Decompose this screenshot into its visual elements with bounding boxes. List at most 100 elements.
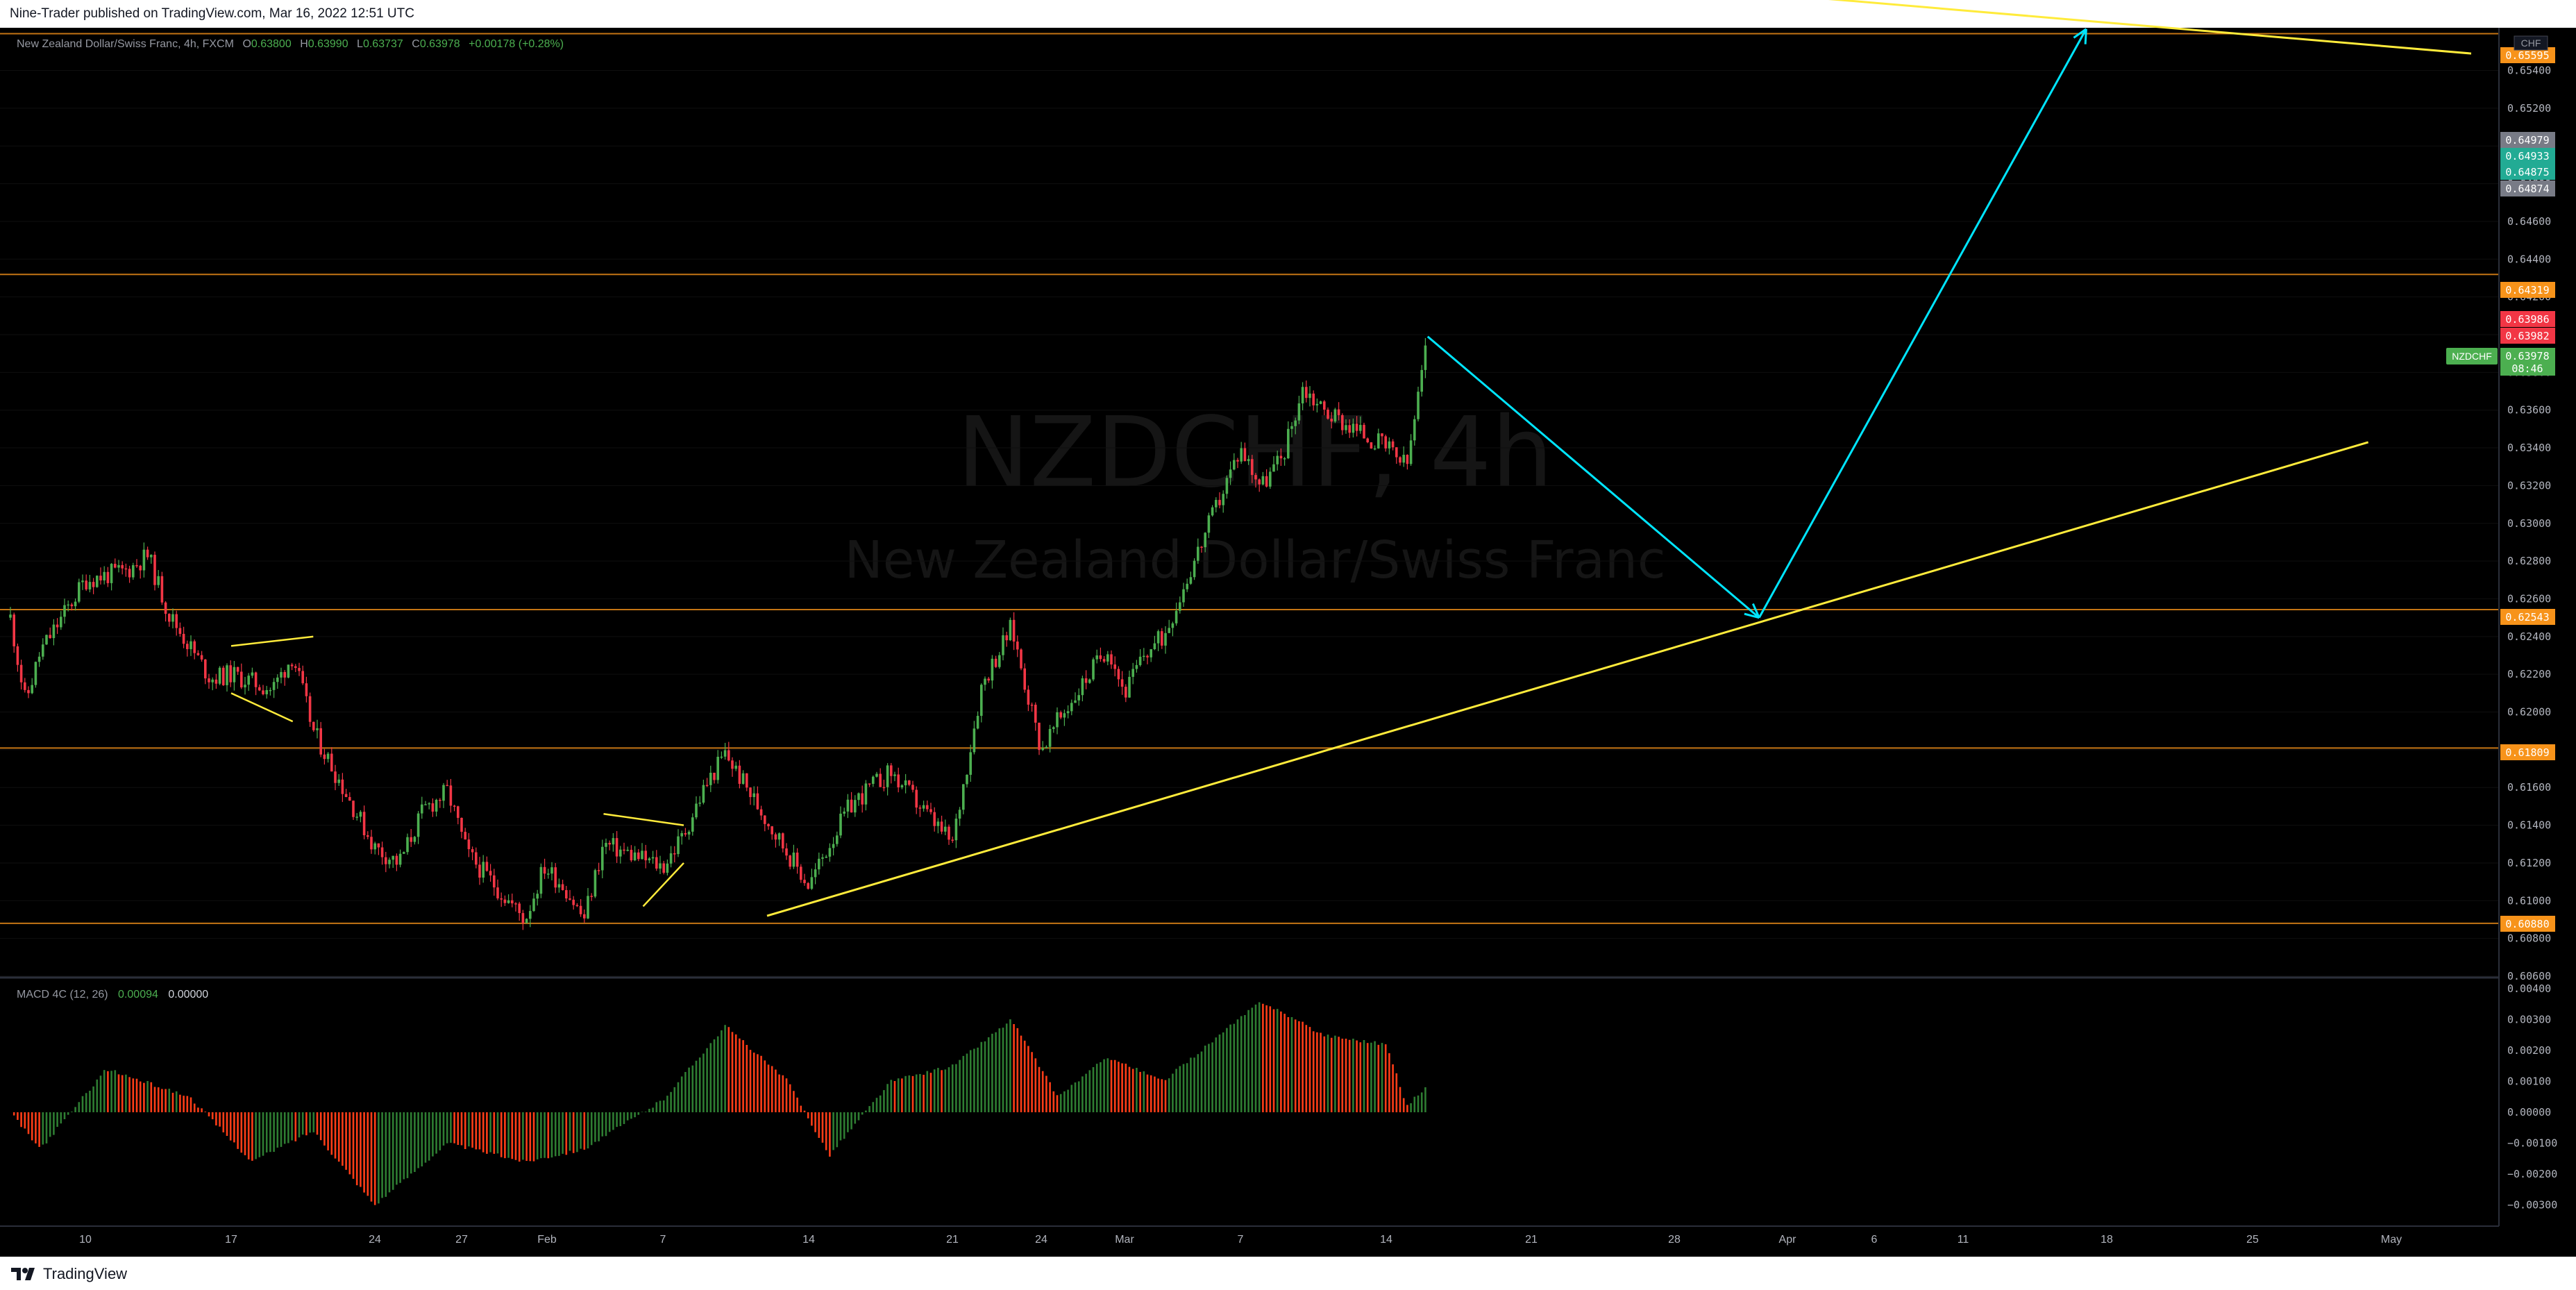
candle-body [561, 884, 564, 891]
candle-body [464, 832, 466, 840]
candle-body [298, 668, 301, 671]
candle-body [756, 793, 759, 810]
candle-body [424, 804, 427, 805]
candle-body [190, 641, 192, 649]
candle-body [1355, 424, 1358, 431]
candle-body [1420, 369, 1423, 392]
footer-brand[interactable]: TradingView [43, 1265, 128, 1282]
candle-body [590, 896, 593, 897]
time-tick-label: 24 [1035, 1234, 1047, 1246]
candle-body [1002, 635, 1004, 655]
candle-body [262, 690, 264, 694]
candle-body [1301, 387, 1304, 404]
tradingview-logo-icon[interactable] [11, 1266, 39, 1282]
candle-body [164, 602, 167, 614]
candle-body [247, 676, 250, 685]
candle-body [1222, 494, 1224, 505]
macd-legend[interactable]: MACD 4C (12, 26) 0.00094 0.00000 [17, 989, 208, 1000]
time-tick-label: 11 [1958, 1234, 1969, 1246]
candle-body [734, 765, 737, 769]
candle-body [807, 882, 809, 889]
candle-body [478, 864, 481, 878]
candle-body [1179, 602, 1181, 611]
candle-body [850, 799, 853, 813]
candle-body [1247, 459, 1250, 462]
candle-body [457, 806, 460, 818]
price-tick-label: 0.63200 [2507, 479, 2551, 492]
candle-body [940, 821, 943, 832]
candle-body [1135, 664, 1138, 669]
price-badge-label: 0.64979 [2505, 134, 2549, 146]
candle-body [623, 849, 625, 851]
candle-body [254, 672, 258, 687]
candle-body [633, 852, 637, 861]
candle-body [1084, 678, 1088, 683]
time-tick-label: 25 [2246, 1234, 2259, 1246]
candle-body [1117, 669, 1120, 680]
price-badge-label: 0.64319 [2505, 284, 2549, 296]
candle-body [460, 817, 463, 832]
time-axis[interactable]: 10 17 24 27 Feb 7 14 21 24 Mar 7 14 21 28 Apr 6 11 18 25 Ma… [79, 1234, 2402, 1246]
legend-change: +0.00178 (+0.28%) [469, 38, 564, 50]
candle-body [1333, 409, 1337, 422]
candle-body [175, 614, 178, 628]
candle-body [78, 582, 81, 602]
pattern-drawings[interactable] [230, 635, 684, 907]
candle-body [160, 576, 164, 603]
candle-body [803, 880, 806, 883]
candle-body [882, 787, 886, 789]
candle-body [626, 849, 629, 851]
candle-body [1041, 748, 1044, 751]
candle-body [132, 565, 135, 578]
candle-body [200, 655, 203, 660]
price-badge-label: 0.65595 [2505, 49, 2549, 62]
candle-body [904, 780, 907, 786]
candle-body [1413, 419, 1416, 441]
candle-body [705, 785, 709, 787]
candle-body [37, 656, 41, 662]
candle-body [442, 785, 445, 801]
candle-body [1240, 448, 1243, 462]
candle-body [99, 576, 102, 580]
price-tick-label: 0.61400 [2507, 819, 2551, 832]
symbol-legend[interactable]: New Zealand Dollar/Swiss Franc, 4h, FXCM… [17, 38, 564, 50]
legend-close-label: C [412, 38, 420, 50]
candle-body [583, 914, 586, 919]
candle-body [1052, 727, 1055, 729]
trendlines[interactable] [766, 0, 2472, 917]
candle-body [601, 846, 604, 871]
candle-body [1175, 610, 1178, 623]
time-tick-label: 21 [1525, 1234, 1538, 1246]
candle-body [727, 750, 730, 761]
candle-body [958, 810, 961, 819]
candle-body [777, 833, 781, 840]
candle-body [677, 836, 680, 855]
candle-body [1283, 458, 1286, 460]
candle-body [630, 849, 633, 861]
candle-body [380, 847, 384, 857]
candle-body [1164, 633, 1167, 646]
candle-body [485, 862, 489, 871]
candle-body [966, 774, 968, 785]
candle-body [550, 867, 553, 874]
candle-body [269, 689, 272, 692]
time-tick-label: 10 [79, 1234, 92, 1246]
candle-body [998, 655, 1001, 667]
price-badge-label: 0.64874 [2505, 183, 2549, 195]
candle-body [723, 750, 727, 757]
macd-axis[interactable]: 0.00400 0.00300 0.00200 0.00100 0.00000 −0.00… [2507, 982, 2557, 1212]
candle-body [74, 601, 77, 607]
projection-arrows[interactable] [1426, 28, 2087, 619]
candle-body [96, 576, 99, 587]
candle-body [475, 852, 478, 865]
candle-body [413, 837, 416, 842]
last-price-symbol: NZDCHF [2452, 351, 2492, 362]
candle-body [669, 853, 673, 864]
candle-body [449, 785, 453, 806]
candle-body [330, 753, 333, 772]
price-tick-label: 0.63600 [2507, 404, 2551, 417]
price-badge-label: 0.64933 [2505, 150, 2549, 162]
candle-body [258, 687, 261, 691]
candle-body [673, 853, 676, 855]
